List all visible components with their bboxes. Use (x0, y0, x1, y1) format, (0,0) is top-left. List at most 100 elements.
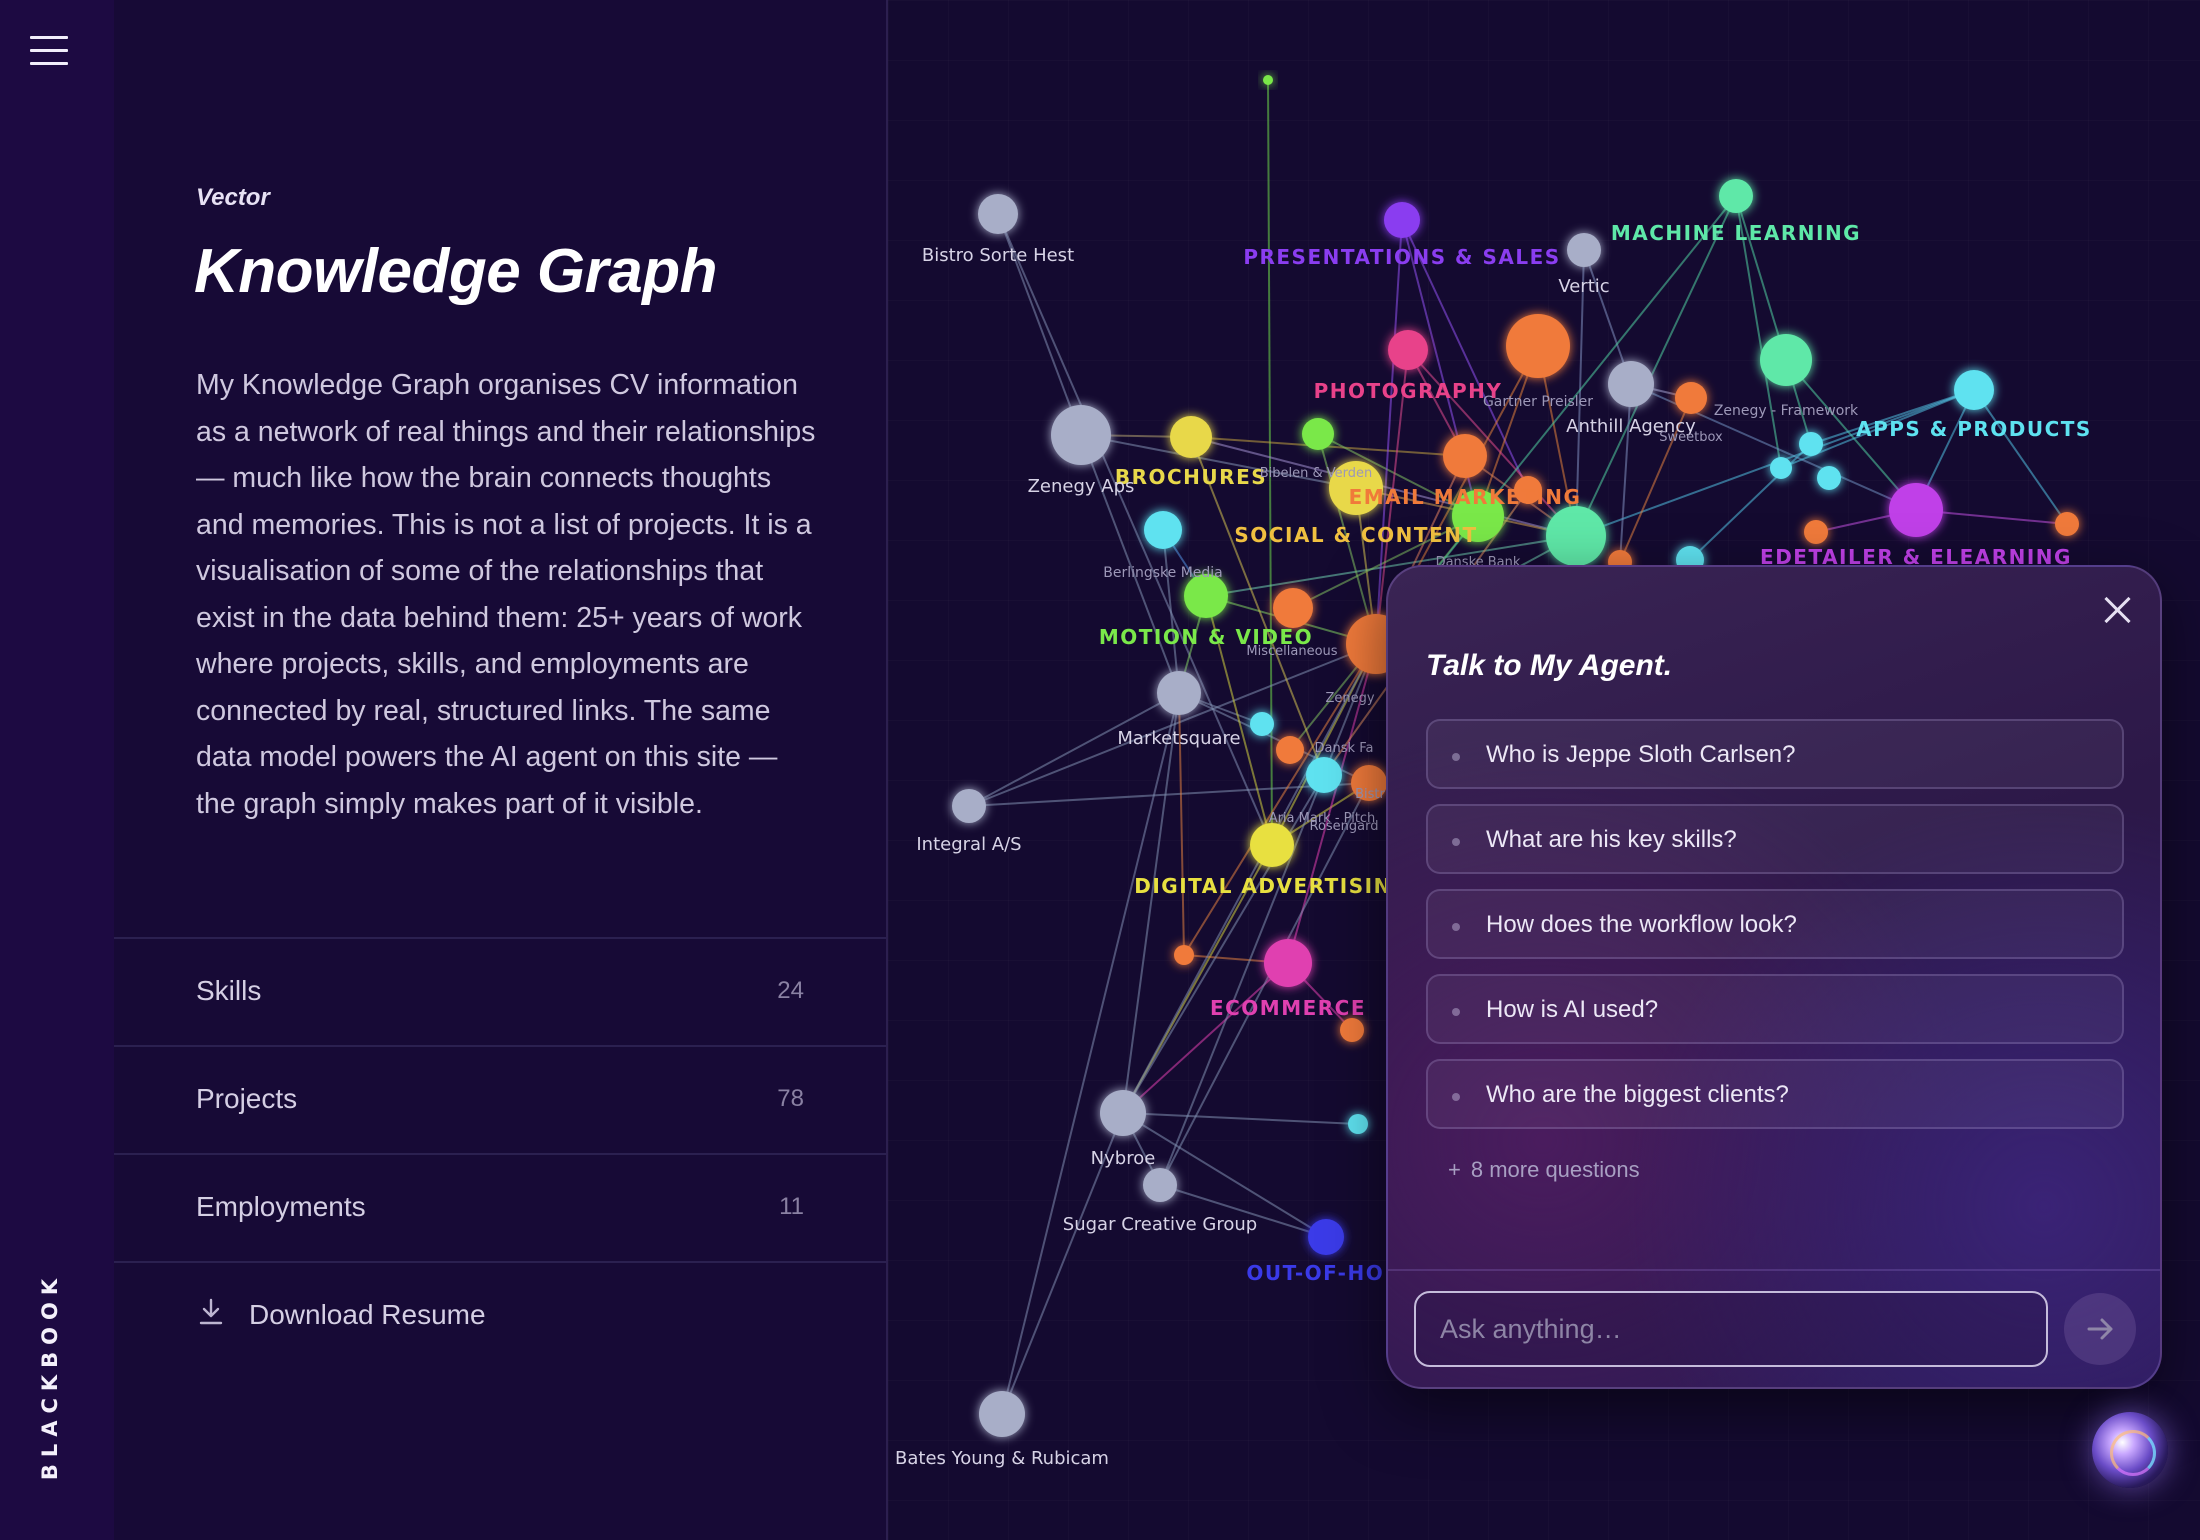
graph-node[interactable] (952, 789, 986, 823)
entity-label[interactable]: Berlingske Media (1103, 565, 1223, 581)
graph-node[interactable] (1250, 712, 1274, 736)
graph-node[interactable] (1799, 432, 1823, 456)
graph-node[interactable] (1306, 757, 1342, 793)
graph-edge (1190, 436, 1577, 537)
graph-node[interactable] (1567, 233, 1601, 267)
graph-node[interactable] (1452, 490, 1504, 542)
download-resume-button[interactable]: Download Resume (114, 1261, 886, 1369)
graph-node[interactable] (1051, 405, 1111, 465)
graph-node[interactable] (1273, 588, 1313, 628)
entity-label[interactable]: Rosengard (1310, 819, 1379, 834)
graph-node[interactable] (1144, 511, 1182, 549)
graph-node[interactable] (1954, 370, 1994, 410)
graph-node[interactable] (1348, 1114, 1368, 1134)
graph-node[interactable] (1804, 520, 1828, 544)
graph-node[interactable] (1719, 179, 1753, 213)
entity-label[interactable]: Zenegy - Framework (1714, 403, 1859, 419)
suggested-question[interactable]: What are his key skills? (1426, 804, 2124, 874)
entity-label[interactable]: Sugar Creative Group (1063, 1214, 1257, 1235)
suggested-question[interactable]: Who are the biggest clients? (1426, 1059, 2124, 1129)
graph-node[interactable] (1184, 574, 1228, 618)
entity-label[interactable]: Aria Mark - Pitch (1269, 811, 1376, 826)
category-label[interactable]: OUT-OF-HOM (1246, 1261, 1405, 1285)
entity-label[interactable]: Anthill Agency (1566, 416, 1696, 437)
category-label[interactable]: EDETAILER & ELEARNING (1760, 545, 2072, 569)
graph-node[interactable] (1608, 361, 1654, 407)
graph-node[interactable] (1276, 736, 1304, 764)
stat-row-employments[interactable]: Employments 11 (114, 1153, 886, 1261)
graph-node[interactable] (979, 1391, 1025, 1437)
entity-label[interactable]: Marketsquare (1117, 728, 1240, 749)
send-button[interactable] (2064, 1293, 2136, 1365)
graph-node[interactable] (1384, 202, 1420, 238)
graph-node[interactable] (1250, 823, 1294, 867)
category-label[interactable]: MACHINE LEARNING (1611, 221, 1861, 245)
suggested-question[interactable]: Who is Jeppe Sloth Carlsen? (1426, 719, 2124, 789)
graph-node[interactable] (1143, 1168, 1177, 1202)
stat-row-projects[interactable]: Projects 78 (114, 1045, 886, 1153)
graph-node[interactable] (1351, 765, 1387, 801)
graph-node[interactable] (1264, 939, 1312, 987)
graph-node[interactable] (1889, 483, 1943, 537)
suggested-question[interactable]: How does the workflow look? (1426, 889, 2124, 959)
graph-node[interactable] (1443, 434, 1487, 478)
graph-edge (1001, 692, 1180, 1415)
category-label[interactable]: PRESENTATIONS & SALES (1243, 245, 1560, 269)
category-label[interactable]: MOTION & VIDEO (1099, 625, 1313, 649)
graph-node[interactable] (1817, 466, 1841, 490)
graph-node[interactable] (1302, 418, 1334, 450)
graph-node[interactable] (1546, 506, 1606, 566)
graph-node[interactable] (1514, 476, 1542, 504)
graph-edge (1407, 349, 1577, 537)
entity-label[interactable]: Nybroe (1091, 1148, 1156, 1169)
entity-label[interactable]: Zenegy (1325, 691, 1374, 706)
agent-orb-button[interactable] (2092, 1412, 2168, 1488)
entity-label[interactable]: Integral A/S (916, 834, 1021, 855)
suggested-question[interactable]: How is AI used? (1426, 974, 2124, 1044)
entity-label[interactable]: Bistr (1355, 787, 1385, 802)
graph-node[interactable] (978, 194, 1018, 234)
entity-label[interactable]: Sweetbox (1659, 430, 1723, 445)
category-label[interactable]: EMAIL MARKETING (1349, 485, 1582, 509)
kicker: Vector (196, 184, 270, 211)
graph-node[interactable] (1340, 1018, 1364, 1042)
category-label[interactable]: BROCHURES (1115, 465, 1267, 489)
graph-node[interactable] (1174, 945, 1194, 965)
graph-node[interactable] (1675, 382, 1707, 414)
close-icon[interactable] (2100, 593, 2134, 627)
graph-node[interactable] (1770, 457, 1792, 479)
entity-label[interactable]: Miscellaneous (1246, 644, 1337, 659)
entity-label[interactable]: Danske Bank (1436, 555, 1521, 570)
graph-node[interactable] (1388, 330, 1428, 370)
category-label[interactable]: PHOTOGRAPHY (1314, 379, 1503, 403)
category-label[interactable]: SOCIAL & CONTENT (1234, 523, 1477, 547)
graph-node[interactable] (2055, 512, 2079, 536)
graph-node[interactable] (1308, 1219, 1344, 1255)
graph-edge (1317, 433, 1377, 645)
stat-row-skills[interactable]: Skills 24 (114, 937, 886, 1045)
graph-node[interactable] (1506, 314, 1570, 378)
ask-input[interactable] (1414, 1291, 2048, 1367)
graph-edge (1537, 345, 1577, 537)
graph-node[interactable] (1760, 334, 1812, 386)
entity-label[interactable]: Vertic (1558, 276, 1609, 297)
entity-label[interactable]: Dansk Fa (1315, 741, 1374, 756)
graph-node[interactable] (1329, 461, 1383, 515)
bullet-icon (1452, 753, 1460, 761)
entity-label[interactable]: Bates Young & Rubicam (895, 1448, 1109, 1469)
graph-node[interactable] (1263, 75, 1273, 85)
entity-label[interactable]: Bistro Sorte Hest (922, 245, 1074, 266)
question-text: How is AI used? (1486, 996, 1659, 1023)
category-label[interactable]: APPS & PRODUCTS (1856, 417, 2092, 441)
menu-icon[interactable] (30, 36, 68, 66)
graph-node[interactable] (1170, 416, 1212, 458)
more-questions-button[interactable]: +8 more questions (1448, 1157, 1640, 1183)
entity-label[interactable]: Zenegy Aps (1028, 476, 1135, 497)
category-label[interactable]: DIGITAL ADVERTISING (1134, 874, 1409, 898)
category-label[interactable]: ECOMMERCE (1210, 996, 1366, 1020)
entity-label[interactable]: Gartner Preisler (1483, 394, 1593, 410)
graph-node[interactable] (1100, 1090, 1146, 1136)
graph-node[interactable] (1157, 671, 1201, 715)
entity-label[interactable]: Bibelen & Verden (1260, 466, 1373, 481)
